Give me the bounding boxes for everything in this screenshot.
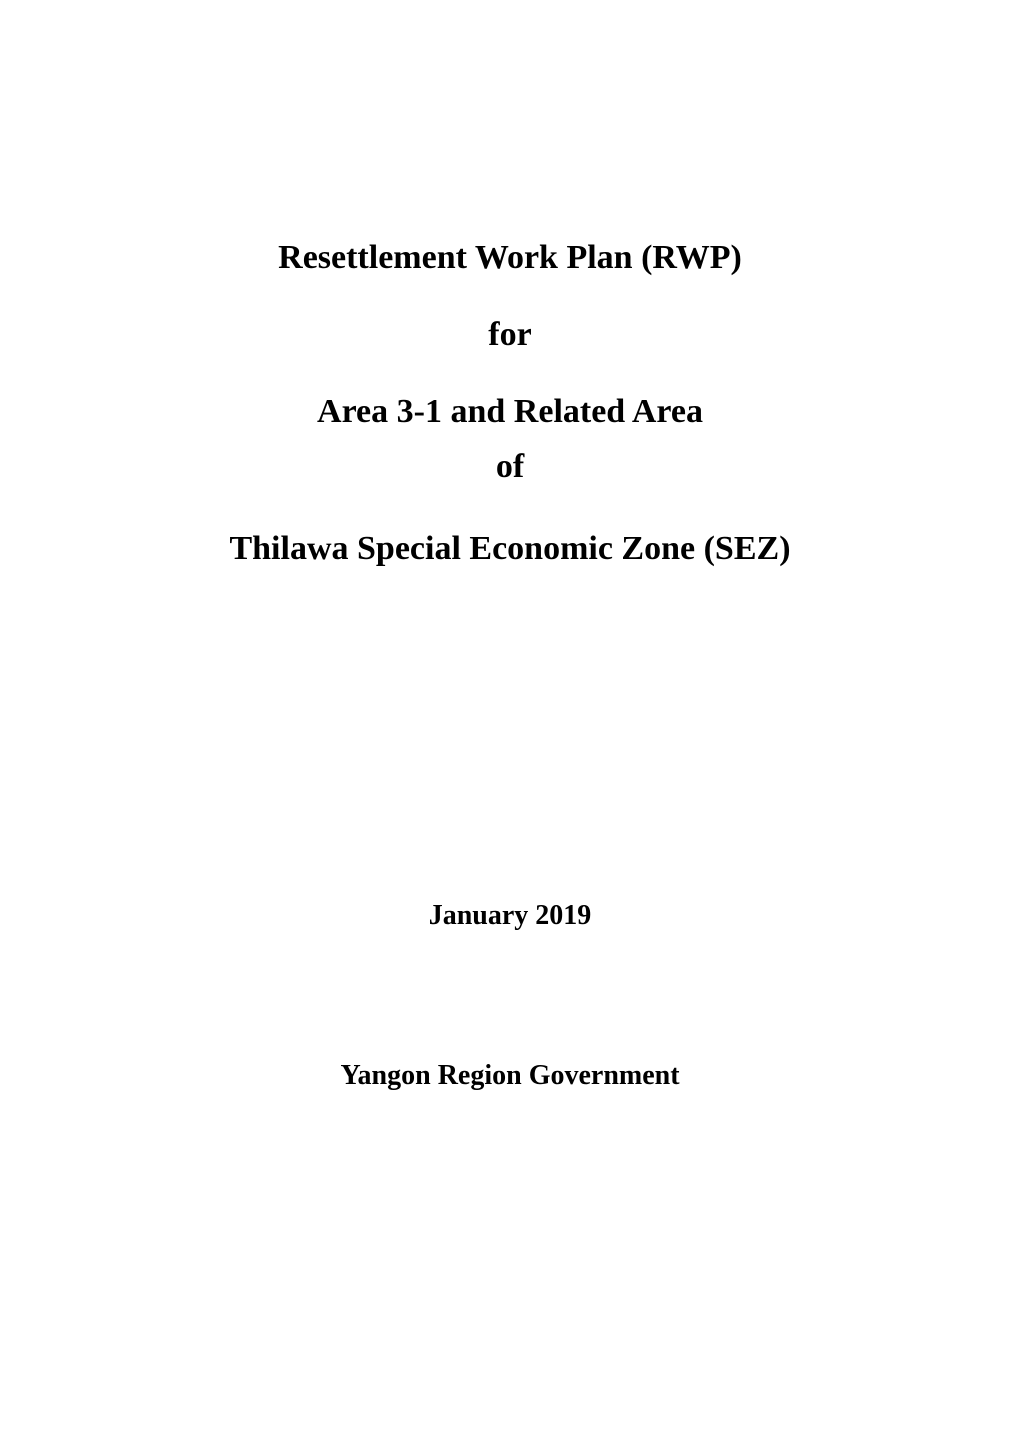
cover-page: Resettlement Work Plan (RWP) for Area 3-… — [0, 0, 1020, 1442]
document-date: January 2019 — [0, 900, 1020, 932]
title-line-2-for: for — [0, 316, 1020, 354]
title-line-3: Area 3-1 and Related Area — [0, 393, 1020, 431]
title-line-4-of: of — [0, 448, 1020, 486]
issuing-body: Yangon Region Government — [0, 1060, 1020, 1092]
title-line-5: Thilawa Special Economic Zone (SEZ) — [0, 530, 1020, 568]
title-line-1: Resettlement Work Plan (RWP) — [0, 239, 1020, 277]
